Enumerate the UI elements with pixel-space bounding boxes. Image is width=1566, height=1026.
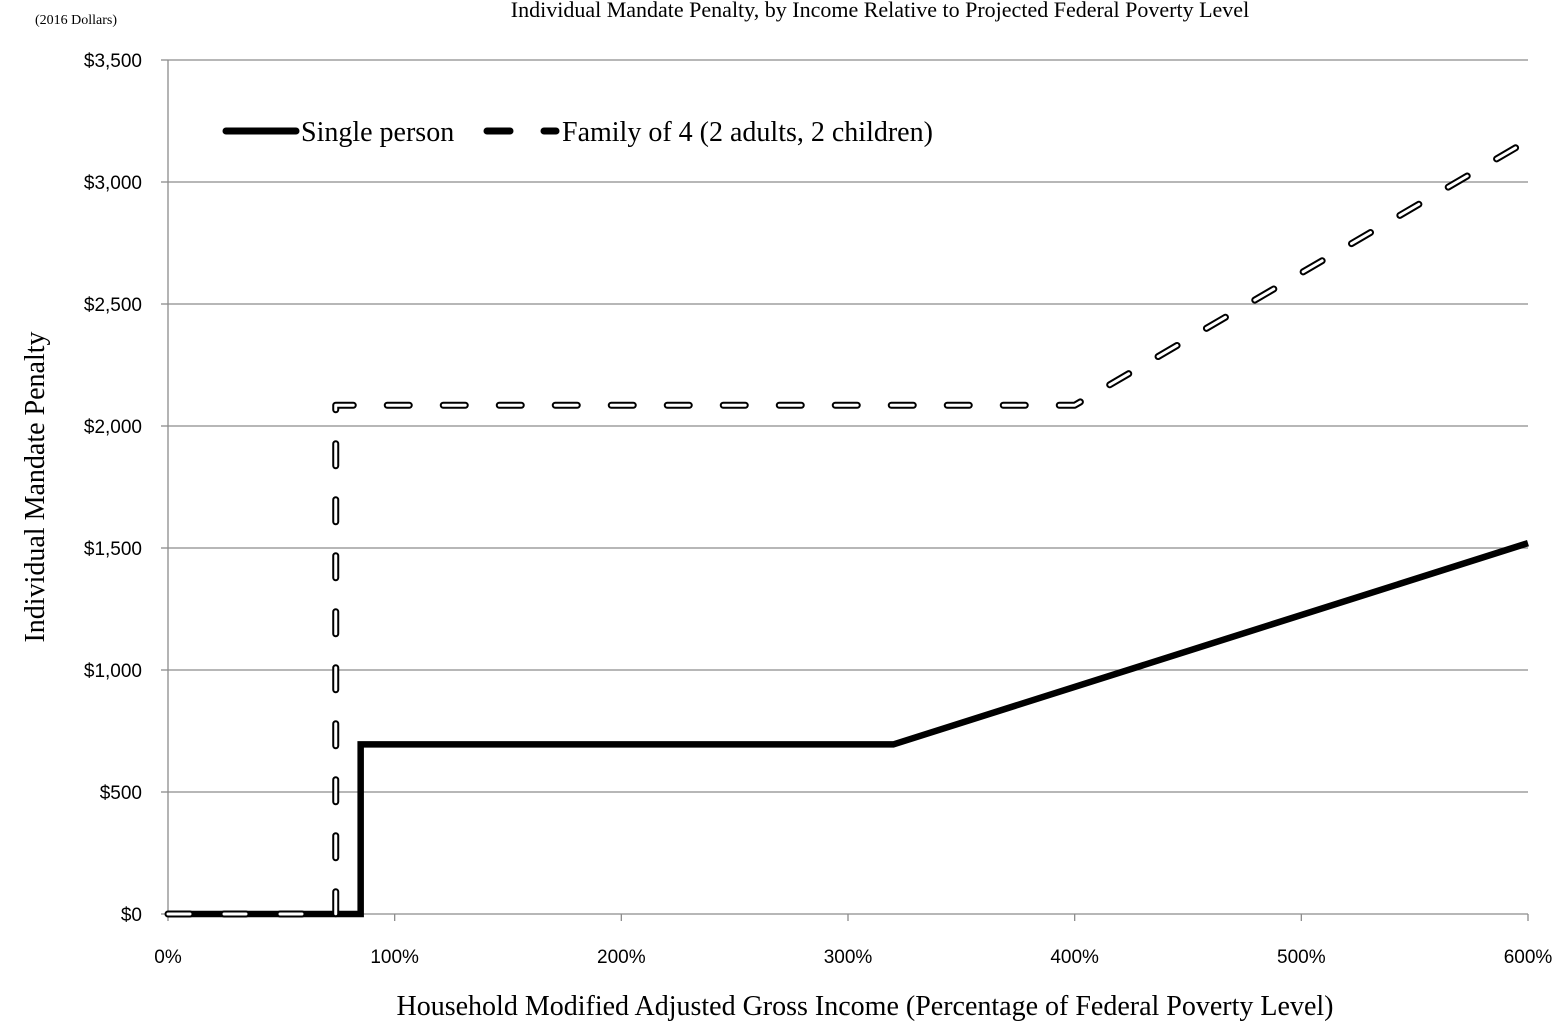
axes [161,59,1529,921]
y-tick-label-0: $0 [121,905,142,926]
y-axis-label: Individual Mandate Penalty [20,331,51,642]
y-tick-label-7: $3,500 [84,51,142,72]
y-tick-labels: $0 $500 $1,000 $1,500 $2,000 $2,500 $3,000 $3,5… [84,51,142,926]
series-line-family-of-4-inner [166,139,1530,916]
series-lines [164,137,1532,918]
x-tick-label-1: 100% [370,947,419,968]
series-line-family-of-4 [164,137,1532,918]
legend-label-single: Single person [301,117,454,148]
legend: Single person Family of 4 (2 adults, 2 c… [222,117,933,148]
y-tick-label-1: $500 [100,783,142,804]
legend-label-family: Family of 4 (2 adults, 2 children) [562,117,933,148]
y-tick-label-5: $2,500 [84,295,142,316]
x-tick-label-5: 500% [1277,947,1326,968]
y-tick-label-4: $2,000 [84,417,142,438]
x-tick-label-2: 200% [597,947,646,968]
chart-title: Individual Mandate Penalty, by Income Re… [511,0,1249,22]
x-tick-label-0: 0% [154,947,182,968]
x-tick-label-4: 400% [1050,947,1099,968]
x-tick-labels: 0% 100% 200% 300% 400% 500% 600% [154,947,1552,968]
y-tick-label-6: $3,000 [84,173,142,194]
x-tick-label-6: 600% [1504,947,1553,968]
gridlines [168,59,1528,793]
y-tick-label-2: $1,000 [84,661,142,682]
units-note: (2016 Dollars) [35,13,117,28]
x-tick-label-3: 300% [824,947,873,968]
y-tick-label-3: $1,500 [84,539,142,560]
series-line-single-person [168,540,1529,918]
x-axis-label: Household Modified Adjusted Gross Income… [397,991,1334,1022]
